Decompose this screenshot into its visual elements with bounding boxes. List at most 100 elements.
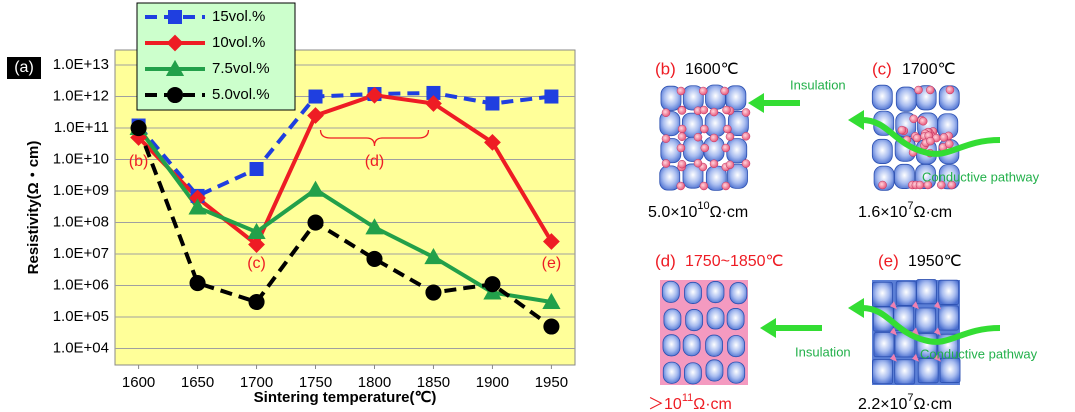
particle	[926, 137, 934, 145]
particle	[677, 144, 685, 152]
y-tick-label: 1.0E+12	[53, 87, 109, 104]
marker	[248, 294, 264, 310]
marker	[543, 318, 559, 334]
y-tick-label: 1.0E+06	[53, 276, 109, 293]
panel-note: Insulation	[790, 77, 846, 92]
particle	[677, 182, 685, 190]
grain	[663, 362, 680, 383]
particle	[678, 106, 686, 114]
particle	[694, 159, 702, 167]
marker	[544, 90, 558, 104]
grain	[872, 139, 892, 163]
resistivity-unit: Ω·cm	[710, 204, 749, 221]
particle	[742, 132, 750, 140]
panel-note: Conductive pathway	[920, 346, 1038, 361]
marker	[168, 10, 182, 24]
particle	[700, 125, 708, 133]
particle	[742, 109, 750, 117]
y-tick-label: 1.0E+07	[53, 245, 109, 262]
arrow-head	[760, 318, 776, 338]
grain	[707, 281, 724, 302]
resistivity: 1.6×107Ω·cm	[858, 200, 952, 221]
panel-temperature: 1750~1850℃	[685, 253, 784, 270]
resistivity: 2.2×107Ω·cm	[858, 392, 952, 412]
legend-label: 5.0vol.%	[212, 86, 270, 103]
microstructure	[660, 280, 748, 385]
marker	[425, 284, 441, 300]
arrow-head	[748, 93, 764, 113]
panel-id: (c)	[872, 59, 892, 78]
grain	[727, 139, 747, 163]
resistivity-exponent: 10	[697, 200, 709, 212]
grain	[684, 363, 701, 384]
page: {"chart_data": { "type": "line", "panel_…	[0, 0, 1075, 412]
particle	[662, 109, 670, 117]
resistivity: ＞1011Ω·cm	[648, 392, 732, 412]
resistivity-exponent: 11	[682, 392, 693, 404]
marker	[485, 97, 499, 111]
panel-temperature: 1600℃	[685, 61, 739, 78]
particle	[677, 87, 685, 95]
marker	[484, 276, 500, 292]
panel-id: (b)	[655, 59, 676, 78]
particle	[662, 135, 670, 143]
marker	[366, 251, 382, 267]
particle	[678, 133, 686, 141]
particle	[710, 160, 718, 168]
annotation: (d)	[365, 153, 385, 170]
grain	[896, 87, 916, 111]
resistivity-mantissa: ＞10	[648, 396, 682, 412]
particle	[721, 87, 729, 95]
grain	[916, 308, 936, 332]
grain	[707, 308, 724, 329]
y-tick-label: 1.0E+13	[53, 56, 109, 73]
microstructure	[660, 85, 750, 190]
particle	[946, 86, 954, 94]
annotation: (c)	[247, 255, 266, 272]
grain	[918, 359, 938, 383]
resistivity-unit: Ω·cm	[914, 396, 953, 412]
grain	[706, 360, 723, 381]
x-tick-label: 1600	[122, 374, 155, 391]
grain	[916, 280, 936, 304]
particle	[898, 126, 906, 134]
particle	[913, 134, 921, 142]
grain	[686, 309, 703, 330]
grain	[662, 281, 679, 302]
particle	[710, 134, 718, 142]
particle	[910, 115, 918, 123]
particle	[726, 161, 734, 169]
particle	[726, 133, 734, 141]
resistivity: 5.0×1010Ω·cm	[648, 200, 748, 221]
particle	[914, 86, 922, 94]
panel-id: (d)	[655, 251, 676, 270]
x-tick-label: 1650	[181, 374, 214, 391]
resistivity-mantissa: 5.0×10	[648, 204, 697, 221]
particle	[722, 144, 730, 152]
grain	[895, 360, 915, 384]
particle	[662, 159, 670, 167]
legend-label: 7.5vol.%	[212, 60, 270, 77]
marker	[167, 87, 183, 103]
marker	[307, 214, 323, 230]
resistivity-unit: Ω·cm	[693, 396, 732, 412]
grain	[730, 283, 747, 304]
x-tick-label: 1900	[476, 374, 509, 391]
legend-label: 10vol.%	[212, 34, 265, 51]
particle	[710, 108, 718, 116]
grain	[939, 306, 959, 330]
particle	[722, 182, 730, 190]
grain	[874, 333, 894, 357]
particle	[700, 182, 708, 190]
x-tick-label: 1950	[535, 374, 568, 391]
arrow-head	[848, 298, 864, 318]
particle	[694, 133, 702, 141]
panel-temperature: 1950℃	[908, 253, 962, 270]
grain	[896, 281, 916, 305]
grain	[663, 335, 680, 356]
annotation: (e)	[542, 255, 562, 272]
legend-label: 15vol.%	[212, 8, 265, 25]
marker	[250, 162, 264, 176]
microstructure	[872, 280, 960, 385]
figure: 1.0E+041.0E+051.0E+061.0E+071.0E+081.0E+…	[0, 0, 1075, 412]
